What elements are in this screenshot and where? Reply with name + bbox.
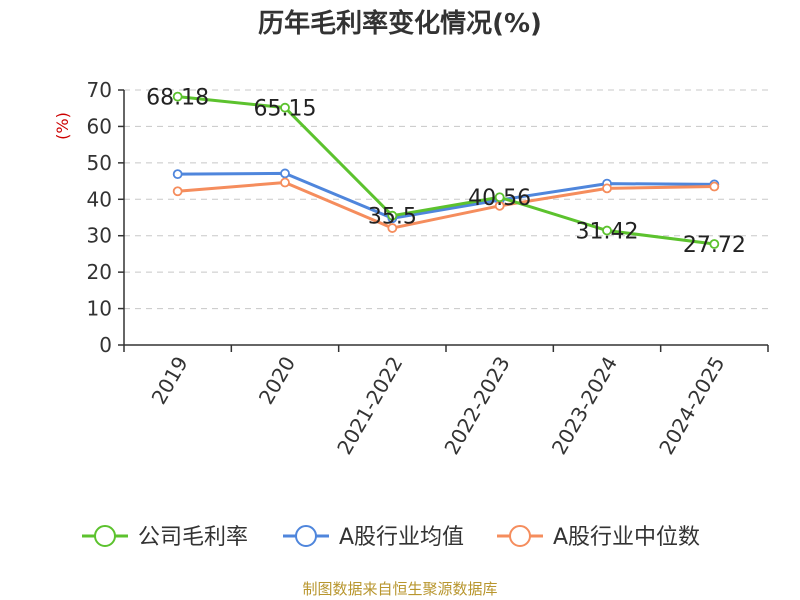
data-point [709,181,720,192]
series-line-1 [177,171,715,220]
x-tick-label: 2021-2022 [332,352,407,458]
data-label: 31.42 [576,220,639,245]
axes: 0 10 20 30 40 50 60 70 2019 2020 2021-2022 2022-202… [87,78,769,459]
data-point [494,192,505,203]
series-line-2 [177,181,715,230]
data-point [602,183,612,194]
x-tick-label: 2020 [254,352,300,408]
series-lines [172,91,720,249]
legend-item-0[interactable]: 公司毛利率 [82,525,248,550]
x-tick-label: 2024-2025 [654,352,729,458]
legend-label: 公司毛利率 [138,525,248,550]
data-point [709,239,720,249]
data-label: 68.18 [146,86,209,111]
x-tick-label: 2019 [147,352,193,408]
y-tick-label: 50 [87,151,112,175]
data-label: 27.72 [683,233,746,258]
data-point [172,169,183,180]
legend-marker [94,525,116,547]
data-point [280,102,290,113]
y-axis-unit: (%) [53,112,72,140]
data-label: 40.56 [468,186,531,211]
data-point [172,91,183,102]
y-tick-label: 30 [87,224,112,248]
x-tick-label: 2023-2024 [547,352,622,458]
y-tick-label: 40 [87,187,112,211]
y-tick-label: 20 [87,260,112,284]
legend-label: A股行业均值 [339,525,464,550]
legend-item-2[interactable]: A股行业中位数 [497,525,700,550]
data-point [602,225,612,236]
x-tick-label: 2022-2023 [439,352,514,458]
legend-item-1[interactable]: A股行业均值 [283,525,464,550]
y-tick-label: 60 [87,114,112,138]
data-label: 65.15 [254,97,317,122]
y-tick-label: 10 [87,297,112,321]
data-source-note: 制图数据来自恒生聚源数据库 [302,580,497,598]
chart-title: 历年毛利率变化情况(%) [258,8,542,39]
data-point [172,186,183,197]
legend-marker [509,525,531,547]
data-labels: 68.18 65.15 35.5 40.56 31.42 27.72 [146,86,746,258]
data-point [387,223,398,233]
legend-marker [295,525,317,547]
y-tick-label: 70 [87,78,112,102]
data-label: 35.5 [368,205,417,230]
gridlines [124,89,768,310]
y-tick-label: 0 [99,333,112,357]
series-line-0 [177,95,715,246]
legend-label: A股行业中位数 [553,525,700,550]
data-point [280,177,290,188]
data-point [280,168,290,179]
data-point [387,210,398,221]
legend[interactable]: 公司毛利率 A股行业均值 A股行业中位数 [82,525,700,550]
